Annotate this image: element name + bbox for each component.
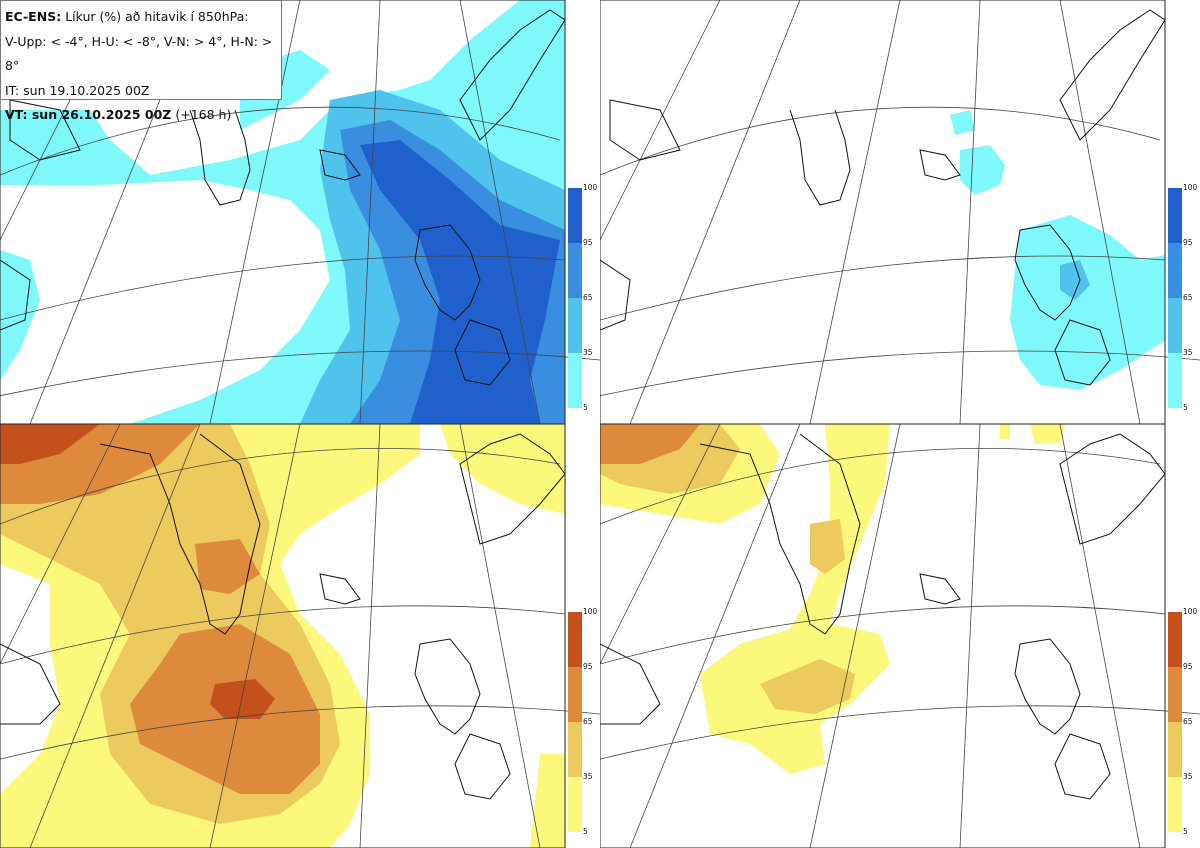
- panel-top-left: EC-ENS: Líkur (%) að hitavik í 850hPa: V…: [0, 0, 600, 424]
- colorbar-tick: 5: [583, 827, 588, 836]
- panel-top-right: 100 95 65 35 5: [600, 0, 1200, 424]
- info-box: EC-ENS: Líkur (%) að hitavik í 850hPa: V…: [0, 0, 282, 122]
- colorbar-bottom-left: 100 95 65 35 5: [568, 608, 597, 836]
- colorbar-segment-95-100: [1168, 612, 1182, 667]
- valid-time-line: VT: sun 26.10.2025 00Z (+168 h): [5, 103, 277, 128]
- colorbar-tick: 95: [583, 238, 593, 247]
- colorbar-tick: 100: [583, 607, 598, 616]
- colorbar-tick: 100: [1183, 183, 1198, 192]
- colorbar-segment-65-95: [568, 667, 582, 722]
- colorbar-segment-5-35: [1168, 777, 1182, 832]
- thresholds-line: V-Upp: < -4°, H-U: < -8°, V-N: > 4°, H-N…: [5, 33, 273, 74]
- map-top-right: [600, 0, 1200, 424]
- init-time-line: IT: sun 19.10.2025 00Z: [5, 82, 150, 98]
- colorbar-tick: 65: [1183, 717, 1193, 726]
- coastlines: [600, 433, 1166, 800]
- title-text: Líkur (%) að hitavik í 850hPa:: [65, 9, 249, 24]
- colorbar-segment-35-65: [568, 722, 582, 777]
- colorbar-top-left: 100 95 65 35 5: [568, 184, 597, 412]
- colorbar-segment-65-95: [1168, 667, 1182, 722]
- graticule: [0, 424, 600, 848]
- colorbar-tick: 65: [1183, 293, 1193, 302]
- lead-time: (+168 h): [175, 107, 232, 122]
- colorbar-tick: 35: [1183, 772, 1193, 781]
- prob-area-5b: [440, 424, 565, 514]
- colorbar-tick: 100: [583, 183, 598, 192]
- colorbar-segment-35-65: [1168, 722, 1182, 777]
- colorbar-tick: 35: [583, 772, 593, 781]
- prob-area-5d: [1030, 424, 1065, 444]
- coastlines: [0, 9, 566, 386]
- colorbar-segment-65-95: [568, 243, 582, 298]
- colorbar-tick: 95: [1183, 238, 1193, 247]
- prob-area-65: [600, 424, 700, 464]
- colorbar-tick: 95: [1183, 662, 1193, 671]
- graticule: [600, 424, 1200, 848]
- colorbar-tick: 5: [1183, 827, 1188, 836]
- colorbar-segment-35-65: [1168, 298, 1182, 353]
- colorbar-tick: 65: [583, 293, 593, 302]
- colorbar-bottom-right: 100 95 65 35 5: [1168, 608, 1197, 836]
- map-bottom-right: [600, 424, 1200, 848]
- colorbar-tick: 100: [1183, 607, 1198, 616]
- colorbar-tick: 5: [1183, 403, 1188, 412]
- title-line: EC-ENS: Líkur (%) að hitavik í 850hPa:: [5, 5, 277, 30]
- prob-area-35c: [760, 659, 855, 714]
- colorbar-top-right: 100 95 65 35 5: [1168, 184, 1197, 412]
- colorbar-segment-5-35: [568, 353, 582, 408]
- colorbar-segment-65-95: [1168, 243, 1182, 298]
- prob-area-65c: [195, 539, 260, 594]
- prob-area-5b: [960, 145, 1005, 195]
- colorbar-segment-35-65: [568, 298, 582, 353]
- colorbar-tick: 5: [583, 403, 588, 412]
- colorbar-segment-95-100: [568, 612, 582, 667]
- prob-area-95b: [210, 679, 275, 719]
- prob-area-35b: [810, 519, 845, 574]
- colorbar-tick: 35: [583, 348, 593, 357]
- panel-bottom-left: 100 95 65 35 5: [0, 424, 600, 848]
- colorbar-segment-95-100: [1168, 188, 1182, 243]
- colorbar-tick: 35: [1183, 348, 1193, 357]
- colorbar-segment-5-35: [1168, 353, 1182, 408]
- graticule: [0, 0, 600, 424]
- prob-area-95: [0, 424, 100, 464]
- prob-area-5c: [1000, 424, 1010, 439]
- coastlines: [0, 433, 566, 800]
- colorbar-segment-95-100: [568, 188, 582, 243]
- prob-area-5: [1010, 215, 1165, 390]
- prob-area-5c: [950, 110, 975, 135]
- prob-area-5c: [530, 754, 565, 848]
- colorbar-segment-5-35: [568, 777, 582, 832]
- prob-area-35: [1060, 260, 1090, 300]
- colorbar-tick: 95: [583, 662, 593, 671]
- colorbar-tick: 65: [583, 717, 593, 726]
- map-bottom-left: [0, 424, 600, 848]
- panel-bottom-right: 100 95 65 35 5: [600, 424, 1200, 848]
- map-top-left: [0, 0, 600, 424]
- title-model: EC-ENS:: [5, 9, 62, 24]
- valid-time: VT: sun 26.10.2025 00Z: [5, 107, 172, 122]
